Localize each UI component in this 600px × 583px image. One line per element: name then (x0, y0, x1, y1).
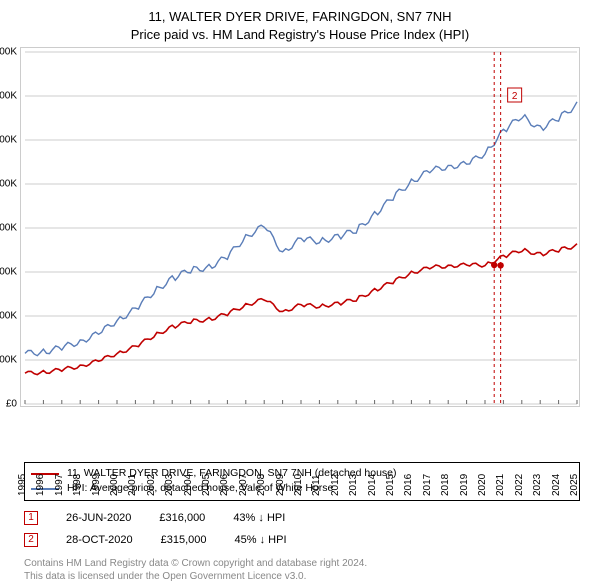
x-tick-label: 2002 (146, 486, 157, 496)
price-chart: 2 £0£100K£200K£300K£400K£500K£600K£700K£… (20, 47, 580, 407)
x-tick-label: 1996 (35, 486, 46, 496)
x-tick-label: 1998 (72, 486, 83, 496)
x-tick-label: 2017 (422, 486, 433, 496)
x-tick-label: 2014 (367, 486, 378, 496)
y-tick-label: £800K (0, 47, 17, 58)
x-tick-label: 2013 (348, 486, 359, 496)
x-tick-label: 2018 (440, 486, 451, 496)
x-tick-label: 1997 (54, 486, 65, 496)
x-tick-label: 2015 (385, 486, 396, 496)
y-tick-label: £400K (0, 223, 17, 234)
transaction-price: £316,000 (159, 512, 205, 524)
x-tick-label: 1999 (91, 486, 102, 496)
y-tick-label: £300K (0, 267, 17, 278)
x-tick-label: 2024 (551, 486, 562, 496)
x-tick-label: 2019 (459, 486, 470, 496)
y-tick-label: £500K (0, 179, 17, 190)
footer-line2: This data is licensed under the Open Gov… (24, 570, 580, 583)
transaction-row: 2 28-OCT-2020 £315,000 45% ↓ HPI (24, 529, 580, 551)
x-tick-label: 2009 (275, 486, 286, 496)
x-tick-label: 2016 (403, 486, 414, 496)
transaction-date: 28-OCT-2020 (66, 534, 133, 546)
x-tick-label: 2025 (569, 486, 580, 496)
x-tick-label: 2006 (219, 486, 230, 496)
y-tick-label: £200K (0, 311, 17, 322)
chart-title-line2: Price paid vs. HM Land Registry's House … (10, 26, 590, 44)
transaction-badge: 1 (24, 511, 38, 525)
transaction-price: £315,000 (161, 534, 207, 546)
x-tick-label: 2000 (109, 486, 120, 496)
x-tick-label: 2021 (495, 486, 506, 496)
x-tick-label: 2004 (183, 486, 194, 496)
chart-svg: 2 (21, 48, 581, 408)
y-tick-label: £600K (0, 135, 17, 146)
x-tick-label: 2012 (330, 486, 341, 496)
x-tick-label: 2005 (201, 486, 212, 496)
x-tick-label: 2010 (293, 486, 304, 496)
x-tick-label: 2023 (532, 486, 543, 496)
x-tick-label: 2003 (164, 486, 175, 496)
x-tick-label: 1995 (17, 486, 28, 496)
footer-line1: Contains HM Land Registry data © Crown c… (24, 557, 580, 570)
x-tick-label: 2011 (311, 486, 322, 496)
x-tick-label: 2020 (477, 486, 488, 496)
transaction-date: 26-JUN-2020 (66, 512, 131, 524)
transactions-table: 1 26-JUN-2020 £316,000 43% ↓ HPI 2 28-OC… (24, 507, 580, 551)
y-tick-label: £100K (0, 355, 17, 366)
svg-text:2: 2 (512, 91, 518, 102)
x-tick-label: 2022 (514, 486, 525, 496)
x-tick-label: 2008 (256, 486, 267, 496)
x-tick-label: 2001 (127, 486, 138, 496)
transaction-row: 1 26-JUN-2020 £316,000 43% ↓ HPI (24, 507, 580, 529)
footer-attribution: Contains HM Land Registry data © Crown c… (24, 557, 580, 583)
y-tick-label: £0 (0, 399, 17, 410)
transaction-delta: 43% ↓ HPI (233, 512, 285, 524)
chart-title-line1: 11, WALTER DYER DRIVE, FARINGDON, SN7 7N… (10, 8, 590, 26)
x-tick-label: 2007 (238, 486, 249, 496)
y-tick-label: £700K (0, 91, 17, 102)
transaction-badge: 2 (24, 533, 38, 547)
transaction-delta: 45% ↓ HPI (235, 534, 287, 546)
